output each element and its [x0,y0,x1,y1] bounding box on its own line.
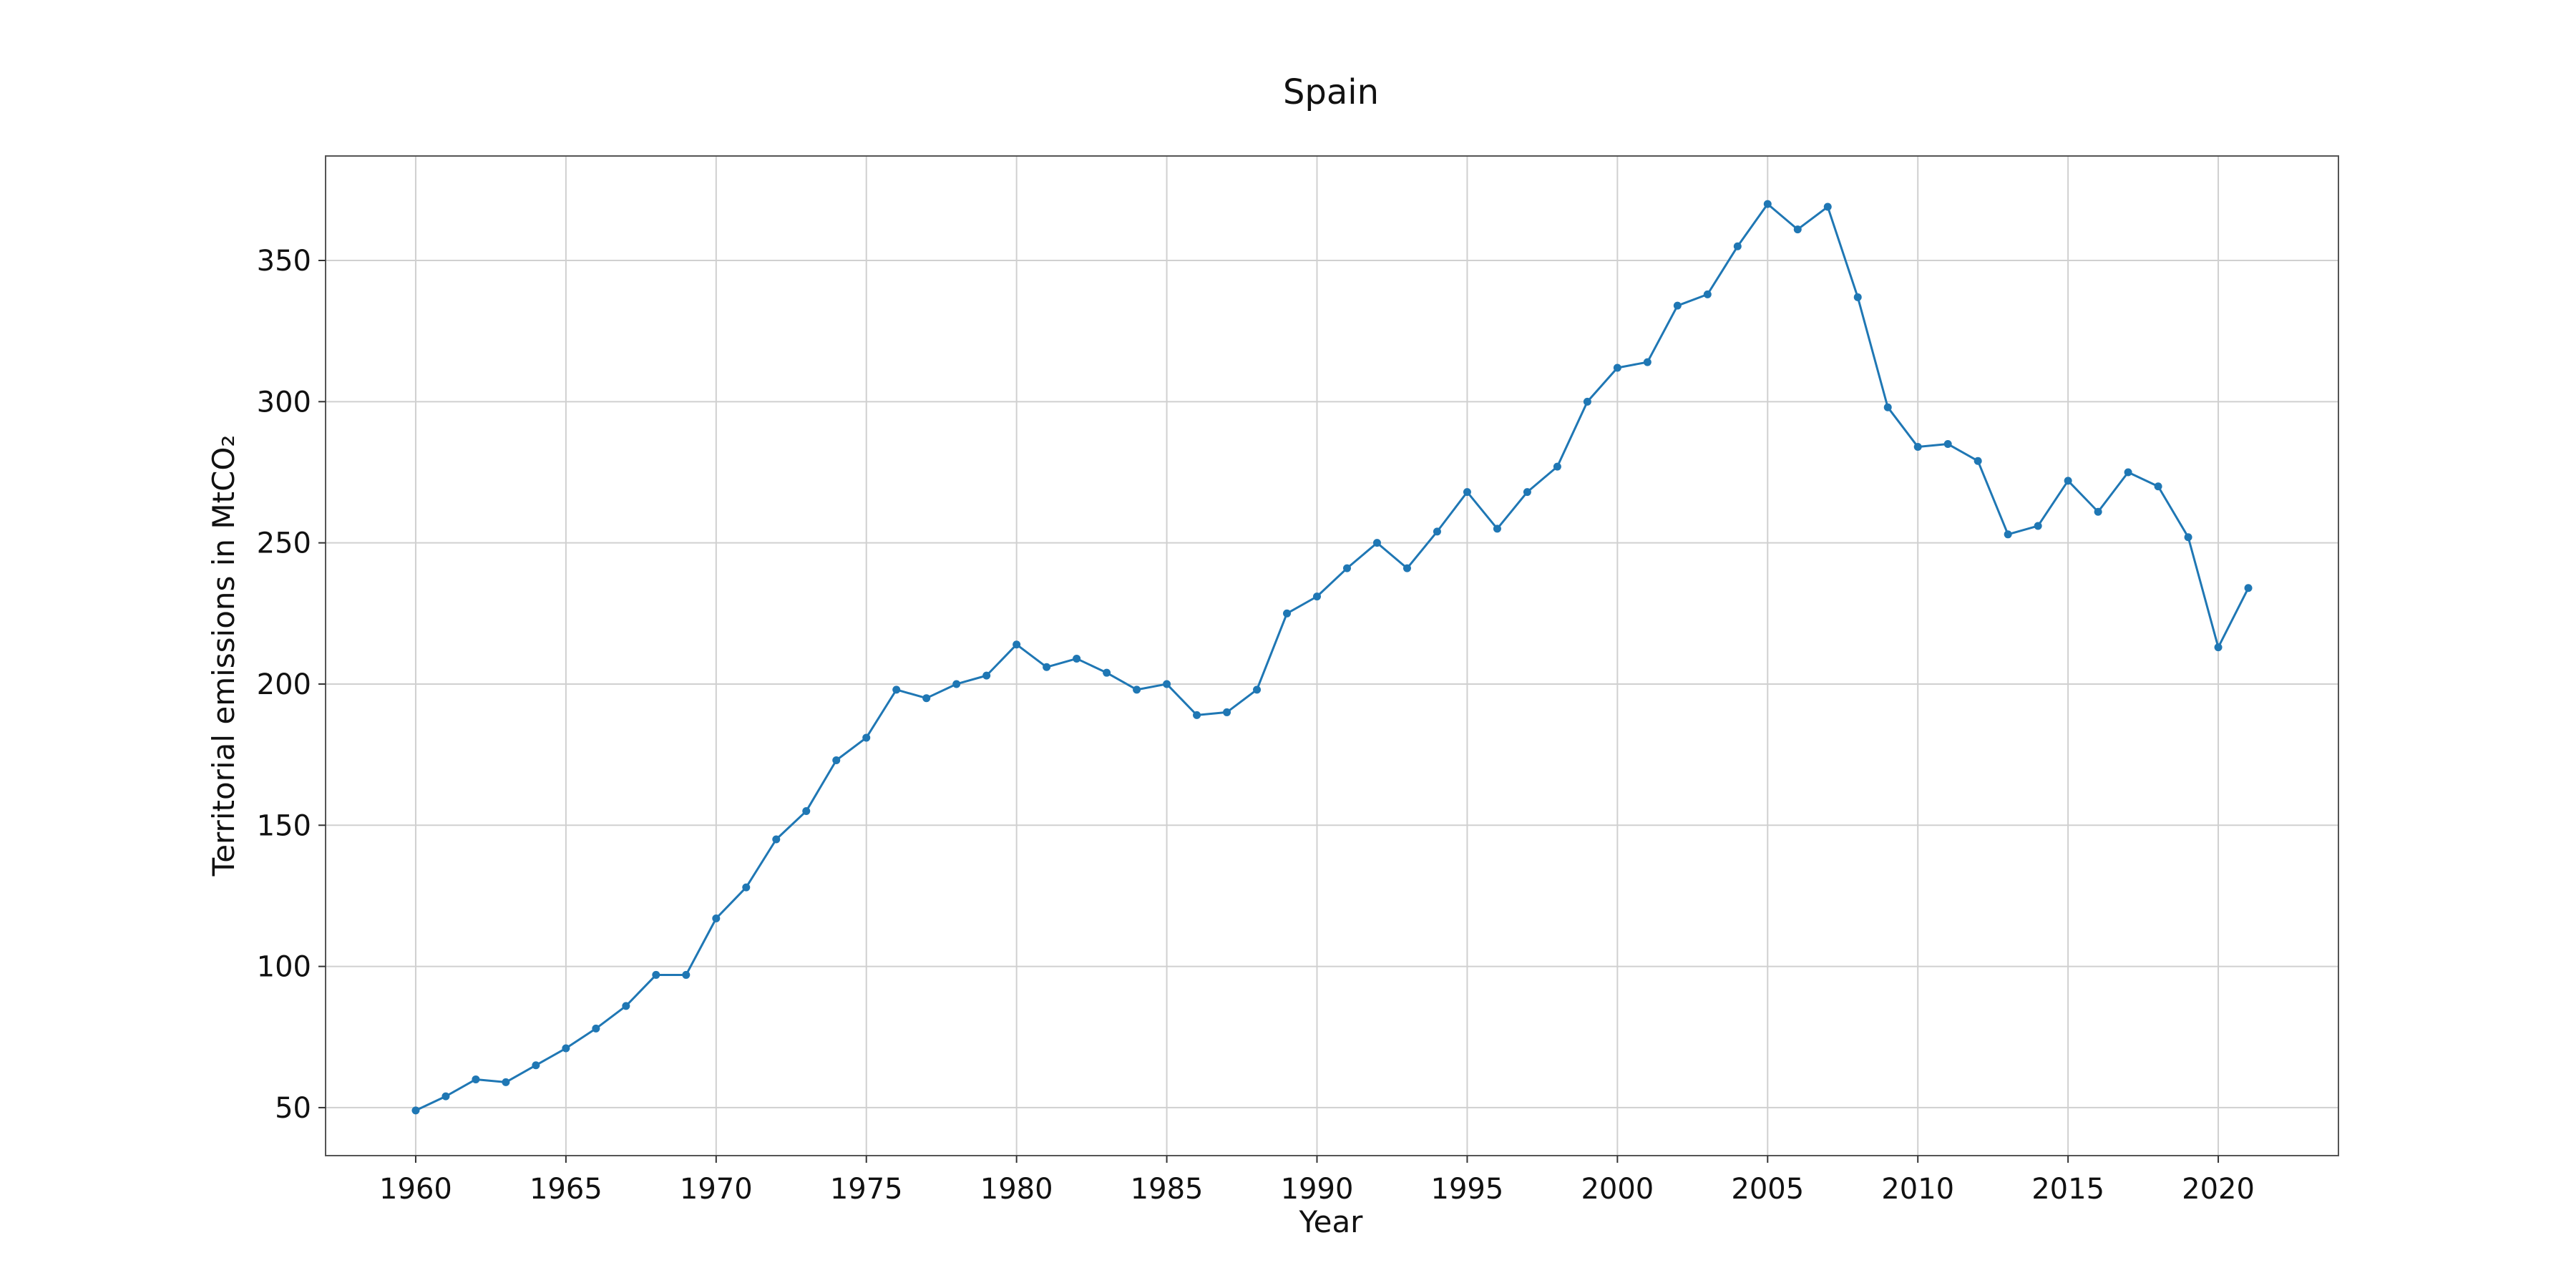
y-axis-title: Territorial emissions in MtCO₂ [206,435,241,877]
data-point [2244,584,2253,592]
data-point [2094,507,2102,516]
y-tick-label: 100 [257,951,311,984]
data-point [1913,442,1922,451]
data-point [1313,592,1322,601]
x-tick-label: 1975 [830,1173,903,1206]
data-point [712,914,721,923]
data-point [1223,708,1231,716]
data-point [1523,488,1531,497]
x-tick-label: 1985 [1131,1173,1204,1206]
data-point [1013,640,1021,649]
data-point [1283,609,1292,618]
x-tick-label: 2020 [2182,1173,2255,1206]
data-point [1943,440,1952,449]
data-point [592,1024,600,1033]
x-tick-label: 2000 [1581,1173,1654,1206]
data-point [2004,530,2012,539]
data-point [2034,522,2042,530]
data-point [952,680,961,688]
data-point [2214,643,2223,652]
data-point [982,671,991,680]
data-point [1793,225,1802,234]
data-point [1163,680,1171,688]
data-point [411,1106,420,1115]
plot-frame [325,155,2339,1156]
data-point [1493,525,1501,533]
data-point [1643,358,1652,366]
data-point [802,807,811,816]
x-tick-label: 1995 [1431,1173,1504,1206]
data-point [1763,200,1772,208]
y-tick-label: 300 [257,386,311,419]
y-tick-label: 350 [257,245,311,278]
data-point [2064,477,2072,485]
data-point [1583,397,1591,406]
plot-area-border [325,155,2339,1156]
data-point [1103,668,1111,677]
data-point [1253,686,1262,694]
data-point [1372,539,1381,547]
data-point [1853,293,1862,301]
data-point [1133,686,1141,694]
x-tick-label: 2005 [1731,1173,1804,1206]
y-axis: 50 100 150 200 250 300 350 [257,245,326,1125]
data-point [922,694,931,703]
data-point [1463,488,1471,497]
data-point [1043,663,1051,671]
data-point [892,686,901,694]
data-point [2124,468,2132,477]
data-point [1553,462,1561,471]
data-point [1703,290,1712,298]
data-point [1613,364,1621,372]
x-tick-label: 2010 [1881,1173,1954,1206]
data-point [742,883,751,892]
data-point [832,756,841,765]
data-point [1073,654,1081,663]
x-tick-label: 1960 [379,1173,452,1206]
chart-title: Spain [1283,72,1379,112]
data-point [1402,564,1411,572]
data-point [652,970,660,979]
data-point [532,1061,540,1070]
data-point [562,1044,570,1053]
data-point [1433,527,1441,536]
data-point [862,733,871,742]
data-point [1193,711,1201,719]
x-tick-label: 1980 [980,1173,1053,1206]
data-point [1733,242,1742,250]
y-tick-label: 50 [275,1092,311,1125]
series-line [414,203,2250,1112]
data-point [1823,203,1832,211]
data-point [2154,482,2162,491]
data-point [1673,301,1682,310]
x-axis: 1960 1965 1970 1975 1980 1985 1990 1995 2000 2005… [379,1156,2255,1206]
data-point [622,1002,630,1010]
data-point [1974,457,1982,465]
data-point [1883,403,1892,411]
y-tick-label: 200 [257,668,311,701]
grid-layer [326,156,2338,1156]
x-tick-label: 1965 [530,1173,602,1206]
x-tick-label: 2015 [2031,1173,2104,1206]
x-tick-label: 1990 [1281,1173,1354,1206]
data-point [1342,564,1351,572]
data-point [2184,533,2192,542]
data-point [502,1078,510,1086]
data-point [772,835,781,844]
data-point [441,1092,450,1101]
x-axis-title: Year [1299,1204,1364,1239]
data-point [472,1075,480,1083]
x-tick-label: 1970 [680,1173,753,1206]
data-point [682,970,691,979]
y-tick-label: 250 [257,527,311,560]
series-layer [411,200,2253,1115]
y-tick-label: 150 [257,809,311,842]
